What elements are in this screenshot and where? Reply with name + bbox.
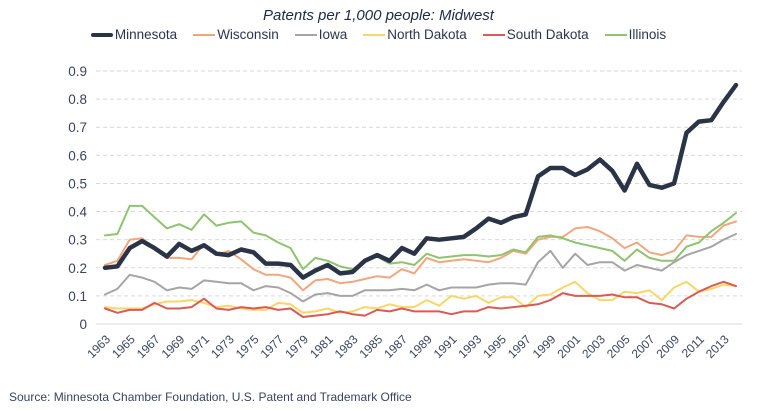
x-tick-label: 1985: [357, 332, 386, 361]
legend-item: Illinois: [604, 27, 667, 42]
series-lines: [102, 82, 739, 318]
series-line-minnesota: [102, 82, 739, 280]
x-tick-label: 1977: [258, 332, 287, 361]
x-axis-ticks: 1963196519671969197119731975197719791981…: [84, 332, 732, 361]
legend-item: Iowa: [294, 27, 348, 42]
y-tick-label: 0.9: [68, 64, 87, 79]
x-tick-label: 1975: [233, 332, 262, 361]
x-tick-label: 1965: [109, 332, 138, 361]
legend-swatch: [482, 33, 505, 36]
y-axis-ticks: 0 0.1 0.2 0.3 0.4 0.5 0.6 0.7 0.8 0.9: [68, 64, 87, 332]
legend-swatch: [193, 33, 216, 36]
x-tick-label: 1979: [282, 332, 311, 361]
gridlines: [96, 70, 742, 325]
source-note: Source: Minnesota Chamber Foundation, U.…: [9, 390, 412, 404]
series-line-south-dakota: [104, 280, 737, 318]
x-tick-label: 2003: [579, 332, 608, 361]
x-tick-label: 1967: [134, 332, 163, 361]
x-tick-label: 1989: [406, 332, 435, 361]
legend-swatch: [363, 33, 386, 36]
x-tick-label: 1983: [332, 332, 361, 361]
x-tick-label: 1969: [159, 332, 188, 361]
x-tick-label: 1997: [505, 332, 534, 361]
y-tick-label: 0.8: [68, 92, 87, 107]
y-tick-label: 0.5: [68, 176, 87, 191]
legend-swatch: [90, 32, 113, 37]
y-tick-label: 0.7: [68, 120, 87, 135]
y-tick-label: 0.3: [68, 233, 87, 248]
x-tick-label: 1993: [456, 332, 485, 361]
x-tick-label: 1981: [307, 332, 336, 361]
y-tick-label: 0.1: [68, 289, 87, 304]
legend-label: Illinois: [628, 27, 667, 42]
legend-swatch: [294, 33, 317, 36]
x-tick-label: 2011: [679, 332, 707, 360]
x-tick-label: 2007: [629, 332, 658, 361]
legend-label: Wisconsin: [217, 27, 279, 42]
x-tick-label: 1991: [431, 332, 460, 361]
y-tick-label: 0.4: [68, 205, 87, 220]
legend-item: South Dakota: [482, 27, 589, 42]
legend-item: Wisconsin: [193, 27, 279, 42]
legend-label: Minnesota: [114, 27, 178, 42]
legend-label: North Dakota: [387, 27, 467, 42]
series-line-iowa: [104, 233, 737, 303]
x-tick-label: 1973: [208, 332, 237, 361]
legend-label: Iowa: [318, 27, 348, 42]
chart-title: Patents per 1,000 people: Midwest: [263, 7, 494, 24]
legend-item: Minnesota: [90, 27, 178, 42]
legend-swatch: [604, 33, 627, 36]
x-tick-label: 1995: [480, 332, 509, 361]
y-tick-label: 0.2: [68, 261, 87, 276]
x-tick-label: 1987: [381, 332, 410, 361]
legend-item: North Dakota: [363, 27, 467, 42]
x-tick-label: 1999: [530, 332, 559, 361]
y-tick-label: 0.6: [68, 148, 87, 163]
x-tick-label: 1971: [183, 332, 212, 361]
x-tick-label: 2005: [604, 332, 633, 361]
x-tick-label: 2013: [703, 332, 732, 361]
series-line-north-dakota: [104, 280, 737, 314]
x-tick-label: 2009: [653, 332, 682, 361]
series-line-illinois: [104, 204, 737, 271]
x-tick-label: 2001: [554, 332, 583, 361]
legend: Minnesota Wisconsin Iowa North Dakota South …: [0, 27, 757, 42]
y-tick-label: 0: [79, 317, 87, 332]
legend-label: South Dakota: [506, 27, 589, 42]
x-tick-label: 1963: [84, 332, 113, 361]
series-line-wisconsin: [104, 220, 737, 292]
